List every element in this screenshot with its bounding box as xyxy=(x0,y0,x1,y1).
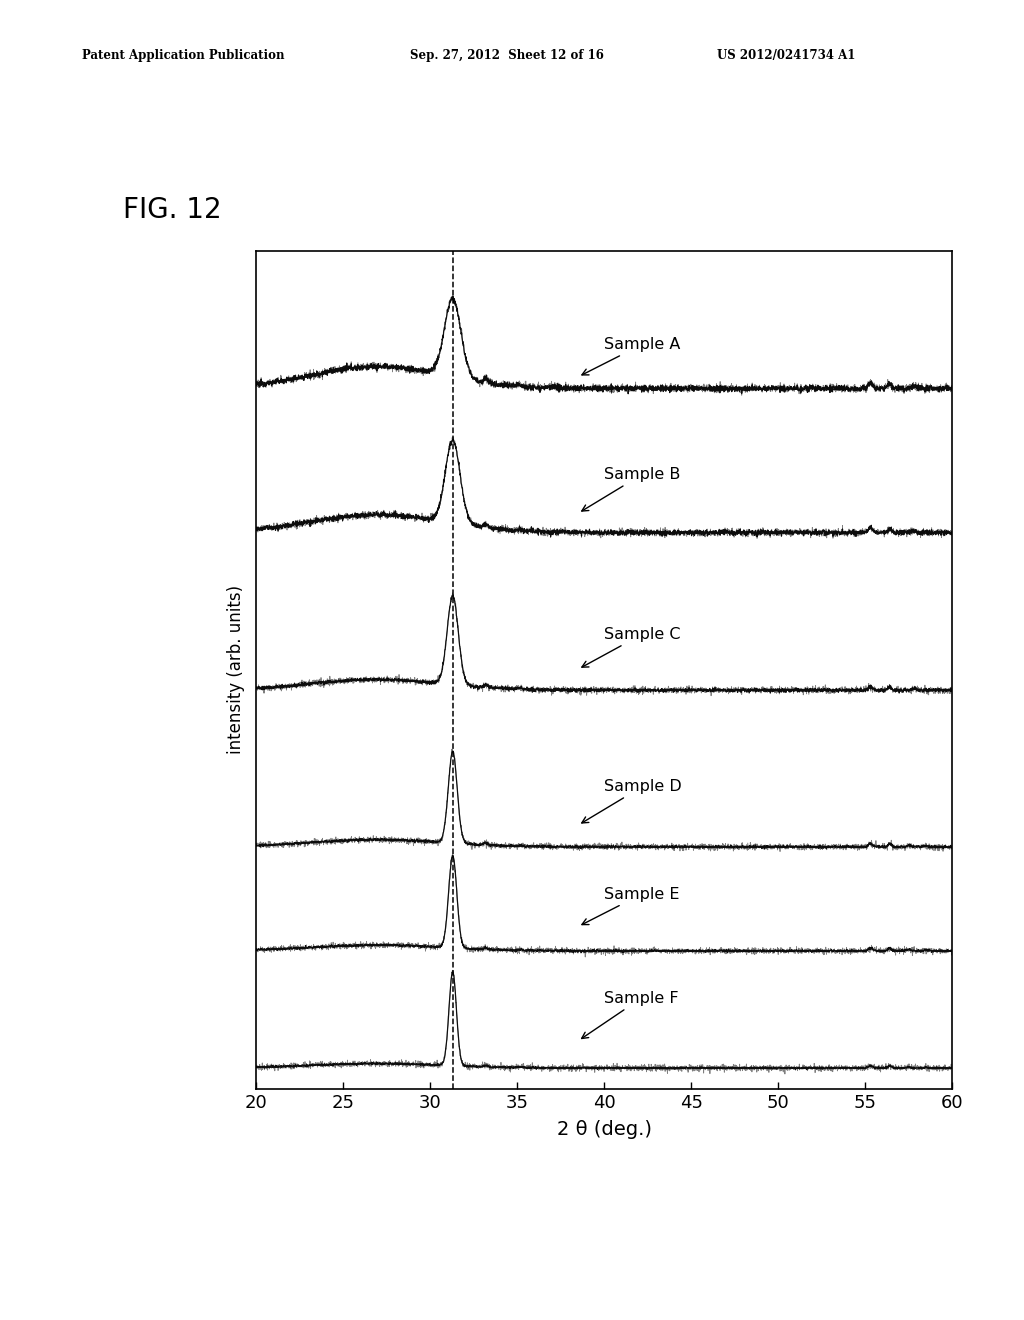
Text: US 2012/0241734 A1: US 2012/0241734 A1 xyxy=(717,49,855,62)
Text: Sample D: Sample D xyxy=(582,779,682,822)
Y-axis label: intensity (arb. units): intensity (arb. units) xyxy=(227,585,245,755)
Text: Sample C: Sample C xyxy=(582,627,681,667)
Text: Sample E: Sample E xyxy=(582,887,680,924)
Text: Sample A: Sample A xyxy=(582,337,681,375)
Text: Sep. 27, 2012  Sheet 12 of 16: Sep. 27, 2012 Sheet 12 of 16 xyxy=(410,49,603,62)
Text: Sample F: Sample F xyxy=(582,990,679,1039)
X-axis label: 2 θ (deg.): 2 θ (deg.) xyxy=(557,1121,651,1139)
Text: Patent Application Publication: Patent Application Publication xyxy=(82,49,285,62)
Text: FIG. 12: FIG. 12 xyxy=(123,195,221,224)
Text: Sample B: Sample B xyxy=(582,467,681,511)
